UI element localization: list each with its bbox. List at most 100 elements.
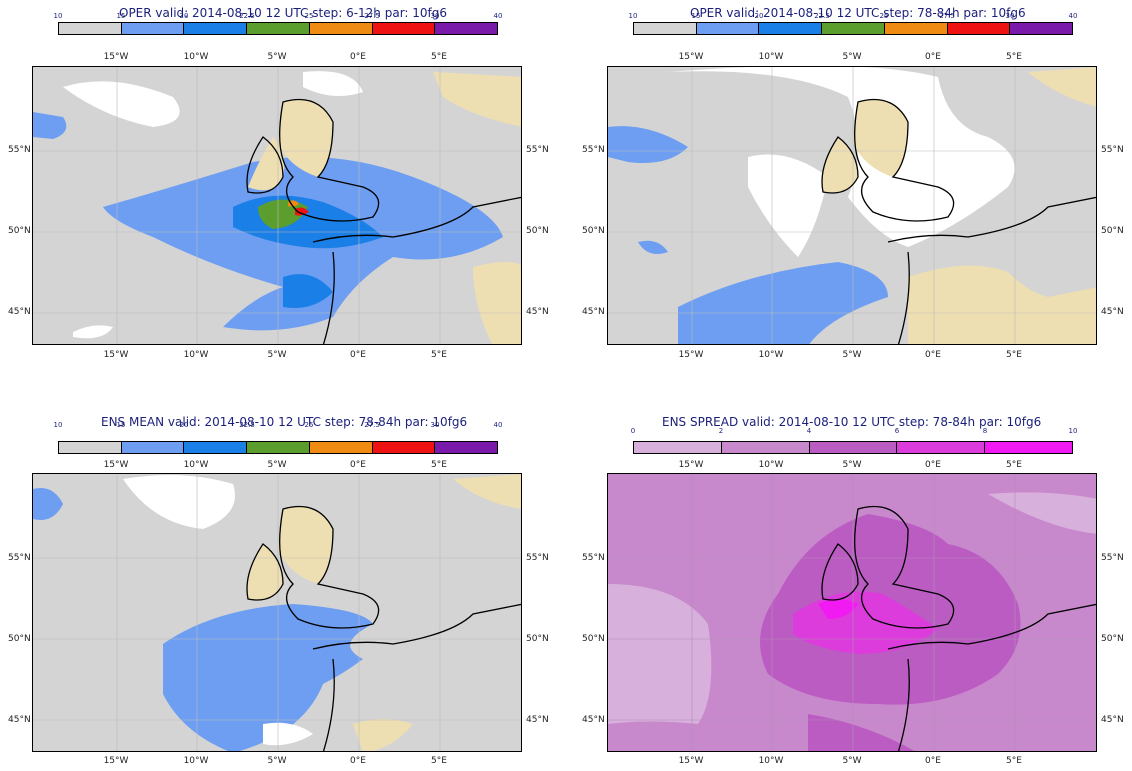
lat-label-right: 45°N xyxy=(1101,307,1124,317)
colorbar-swatch xyxy=(309,23,373,34)
colorbar-swatch xyxy=(184,23,248,34)
lon-label: 10°W xyxy=(183,460,209,470)
lon-label: 5°W xyxy=(267,756,287,766)
panel-title: OPER valid: 2014-08-10 12 UTC step: 78-8… xyxy=(690,6,1026,20)
lon-label: 0°E xyxy=(350,756,366,766)
colorbar-ticks: 10 15 20 22.5 25 27.5 30 40 xyxy=(629,12,1078,22)
lon-label: 5°W xyxy=(842,756,862,766)
lat-label-right: 50°N xyxy=(526,226,549,236)
colorbar-swatch xyxy=(809,442,898,453)
colorbar-tick: 6 xyxy=(894,427,900,435)
lat-label-left: 55°N xyxy=(582,145,605,155)
lat-label-right: 55°N xyxy=(1101,145,1124,155)
lat-label-left: 50°N xyxy=(8,226,31,236)
lon-label: 0°E xyxy=(350,460,366,470)
colorbar-tick: 10 xyxy=(628,12,638,20)
colorbar-swatch xyxy=(696,23,760,34)
colorbar-tick: 22.5 xyxy=(239,12,255,20)
lat-label-left: 45°N xyxy=(582,715,605,725)
colorbar-swatch xyxy=(1010,23,1073,34)
lon-label: 5°W xyxy=(842,350,862,360)
lon-label: 5°E xyxy=(431,756,447,766)
colorbar xyxy=(633,22,1073,35)
lon-label: 15°W xyxy=(103,350,129,360)
lon-label: 0°E xyxy=(350,350,366,360)
colorbar-tick: 27.5 xyxy=(364,12,380,20)
lon-label: 15°W xyxy=(678,52,704,62)
colorbar xyxy=(633,441,1073,454)
colorbar-swatch xyxy=(435,23,498,34)
map-oper-6-12h xyxy=(32,66,522,345)
lat-label-left: 55°N xyxy=(582,553,605,563)
lon-label: 15°W xyxy=(678,350,704,360)
lat-label-right: 45°N xyxy=(1101,715,1124,725)
colorbar-tick: 30 xyxy=(430,421,440,429)
lon-label: 10°W xyxy=(758,350,784,360)
colorbar-tick: 20 xyxy=(179,421,189,429)
colorbar-swatch xyxy=(947,23,1011,34)
colorbar-tick: 2 xyxy=(718,427,724,435)
lon-label: 10°W xyxy=(758,756,784,766)
colorbar-tick: 4 xyxy=(806,427,812,435)
lon-label: 0°E xyxy=(925,756,941,766)
lat-label-right: 55°N xyxy=(526,145,549,155)
lon-label: 5°W xyxy=(267,460,287,470)
colorbar-ticks: 10 15 20 22.5 25 27.5 30 40 xyxy=(54,421,503,431)
lat-label-left: 50°N xyxy=(582,226,605,236)
lon-label: 10°W xyxy=(758,52,784,62)
lat-label-left: 50°N xyxy=(582,634,605,644)
lat-label-left: 45°N xyxy=(8,307,31,317)
panel-title: ENS SPREAD valid: 2014-08-10 12 UTC step… xyxy=(662,415,1042,429)
lon-label: 10°W xyxy=(183,350,209,360)
colorbar-ticks: 0 2 4 6 8 10 xyxy=(630,427,1078,437)
colorbar-tick: 10 xyxy=(1068,427,1078,435)
lat-label-right: 45°N xyxy=(526,307,549,317)
lon-label: 10°W xyxy=(183,52,209,62)
lon-label: 15°W xyxy=(103,756,129,766)
lat-label-left: 45°N xyxy=(582,307,605,317)
lat-label-left: 55°N xyxy=(8,553,31,563)
colorbar-swatch xyxy=(435,442,498,453)
lon-label: 5°E xyxy=(1006,52,1022,62)
colorbar-tick: 20 xyxy=(179,12,189,20)
lon-label: 15°W xyxy=(678,756,704,766)
colorbar-tick: 40 xyxy=(1068,12,1078,20)
lon-label: 0°E xyxy=(350,52,366,62)
colorbar-tick: 30 xyxy=(430,12,440,20)
lon-label: 0°E xyxy=(925,52,941,62)
lon-label: 15°W xyxy=(103,460,129,470)
lat-label-left: 55°N xyxy=(8,145,31,155)
colorbar-swatch xyxy=(59,442,122,453)
colorbar-swatch xyxy=(985,442,1072,453)
lon-label: 5°E xyxy=(1006,350,1022,360)
lon-label: 5°W xyxy=(267,52,287,62)
colorbar-tick: 10 xyxy=(53,421,63,429)
colorbar-tick: 27.5 xyxy=(939,12,955,20)
lat-label-right: 55°N xyxy=(1101,553,1124,563)
lon-label: 5°W xyxy=(842,460,862,470)
lon-label: 5°E xyxy=(1006,460,1022,470)
lon-label: 15°W xyxy=(678,460,704,470)
lon-label: 5°E xyxy=(431,52,447,62)
lon-label: 5°W xyxy=(267,350,287,360)
colorbar-swatch xyxy=(247,442,310,453)
colorbar-swatch xyxy=(59,23,122,34)
colorbar-tick: 40 xyxy=(493,421,503,429)
colorbar-swatch xyxy=(372,442,436,453)
colorbar-tick: 40 xyxy=(493,12,503,20)
lon-label: 5°E xyxy=(1006,756,1022,766)
colorbar-tick: 25 xyxy=(304,421,314,429)
lon-label: 10°W xyxy=(183,756,209,766)
colorbar-tick: 15 xyxy=(116,421,126,429)
colorbar-tick: 27.5 xyxy=(364,421,380,429)
lat-label-left: 50°N xyxy=(8,634,31,644)
lon-label: 5°E xyxy=(431,460,447,470)
colorbar-tick: 20 xyxy=(754,12,764,20)
colorbar-ticks: 10 15 20 22.5 25 27.5 30 40 xyxy=(54,12,503,22)
colorbar-tick: 0 xyxy=(630,427,636,435)
colorbar-tick: 8 xyxy=(982,427,988,435)
lat-label-right: 50°N xyxy=(1101,226,1124,236)
colorbar-swatch xyxy=(184,442,248,453)
panel-title: OPER valid: 2014-08-10 12 UTC step: 6-12… xyxy=(119,6,448,20)
lon-label: 10°W xyxy=(758,460,784,470)
